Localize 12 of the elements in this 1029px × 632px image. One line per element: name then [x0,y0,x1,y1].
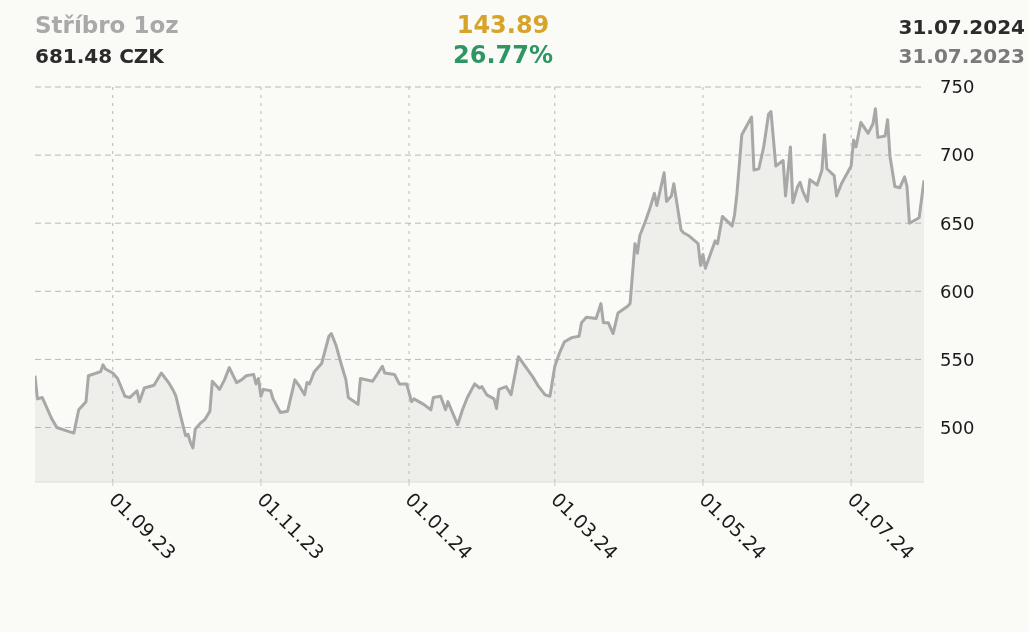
text: 31.07.2024 [898,15,1025,39]
y-tick-label: 750 [940,76,975,98]
chart-title: Stříbro 1oz [35,12,179,38]
y-tick-label: 600 [940,280,975,302]
y-tick-label: 500 [940,416,975,438]
text: 31.07.2023 [898,44,1025,68]
y-tick-label: 650 [940,212,975,234]
text: 143.89 [456,11,550,39]
y-tick-label: 550 [940,348,975,370]
text: 26.77% [453,41,553,69]
chart-subtitle: 681.48 CZK [35,44,164,68]
y-tick-label: 700 [940,144,975,166]
